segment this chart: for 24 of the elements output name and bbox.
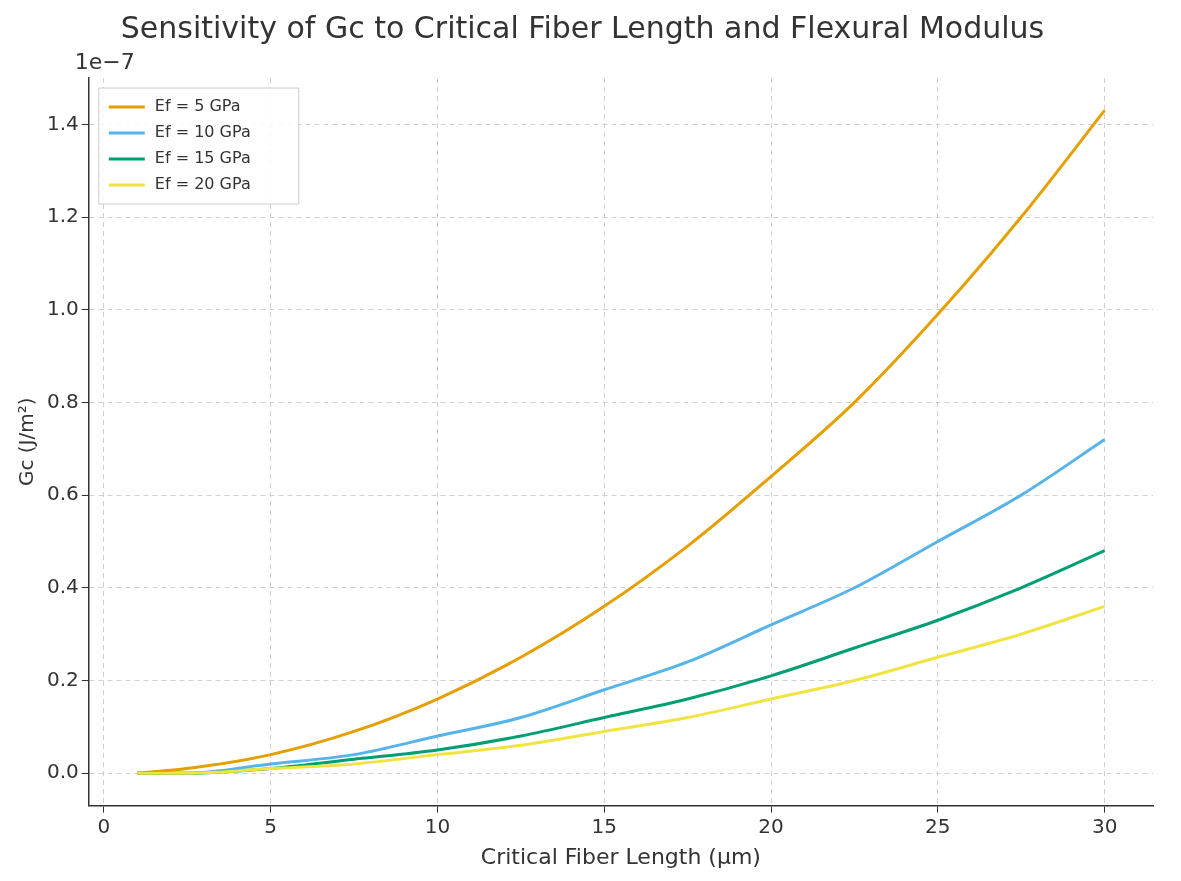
x-tick-label: 20 [758,813,784,838]
legend-label: Ef = 15 GPa [154,148,251,168]
y-tick-label: 1.4 [46,110,79,135]
legend-label: Ef = 20 GPa [154,174,251,194]
x-tick-label: 5 [264,813,277,838]
x-tick-label: 15 [591,813,617,838]
chart-title: Sensitivity of Gc to Critical Fiber Length and Flexural Modulus [120,9,1045,45]
y-tick-label: 0.4 [46,573,79,598]
legend-label: Ef = 10 GPa [154,122,251,142]
y-tick-label: 1.0 [46,295,79,320]
y-tick-label: 0.6 [46,481,79,506]
x-axis-title: Critical Fiber Length (µm) [480,843,761,869]
y-axis-title: Gc (J/m²) [14,397,39,487]
line-series [135,604,1107,775]
x-tick-label: 30 [1091,813,1118,838]
y-tick-label: 0.8 [46,388,79,413]
x-tick-label: 10 [424,813,451,838]
y-tick-label: 1.2 [46,203,79,228]
x-tick-label: 25 [925,813,951,838]
legend-label: Ef = 5 GPa [154,96,241,116]
x-tick-label: 0 [97,813,111,838]
text: 1e−7 [74,48,135,74]
y-tick-label: 0.2 [46,666,79,691]
y-tick-label: 0.0 [46,759,79,784]
